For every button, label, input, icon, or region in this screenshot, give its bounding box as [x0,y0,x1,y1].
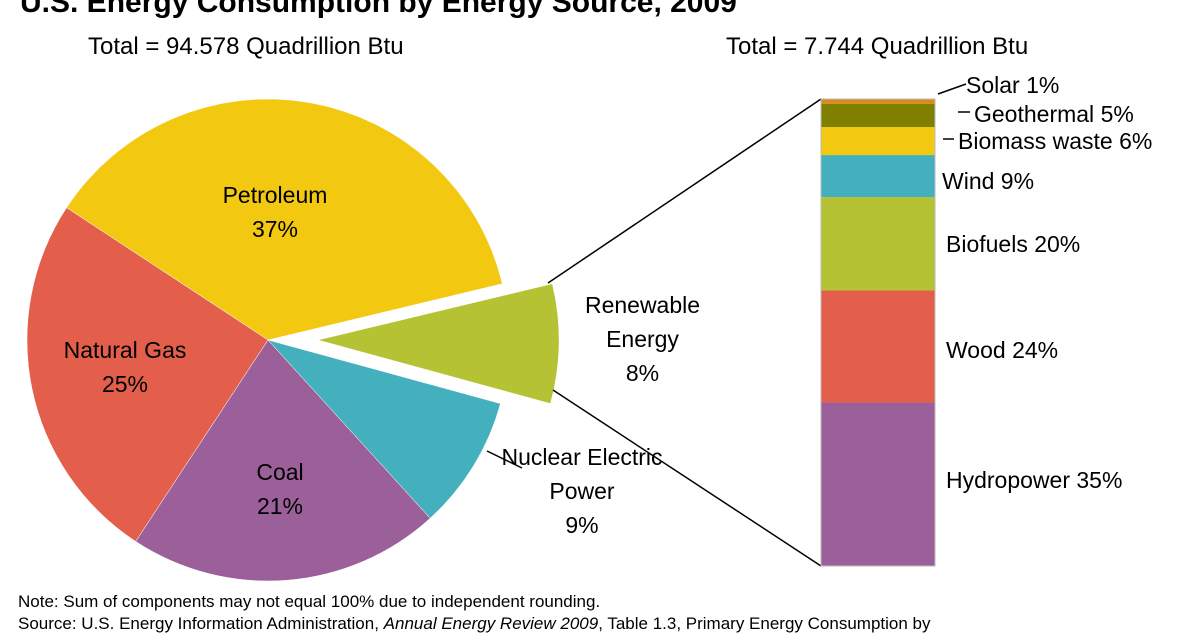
pie-label-petroleum: Petroleum 37% [222,182,328,242]
bar-segment-biofuels [821,197,935,291]
bar-segment-biomass-waste [821,127,935,156]
bar-segment-wood [821,290,935,403]
pie-label-natural-gas: Natural Gas 25% [63,337,187,397]
pie-label-nuclear: Nuclear Electric Power 9% [487,440,677,542]
bar-label-solar: Solar 1% [966,72,1060,98]
bar-segment-geothermal [821,103,935,128]
pie-label-renewable: Renewable Energy 8% [560,288,725,390]
bar-label-wood: Wood 24% [946,337,1059,363]
bar-total-subtitle: Total = 7.744 Quadrillion Btu [726,33,1029,60]
pie-slice-renewable-energy [317,283,560,404]
bar-label-biomass-waste: Biomass waste 6% [958,128,1153,154]
pie-slice-coal [135,339,431,582]
pie-slice-petroleum [66,98,503,341]
bar-label-geothermal: Geothermal 5% [974,101,1134,127]
pie-slice-nuclear-electric-power [267,339,501,519]
bar-segment-solar [821,99,935,104]
connector-line-top [547,98,822,284]
pie-chart [26,98,560,582]
bar-label-wind: Wind 9% [942,168,1035,194]
stacked-bar [820,98,936,567]
nuclear-label-text: Nuclear Electric Power [501,444,663,504]
connector-line-bottom [552,389,822,567]
bar-label-hydropower: Hydropower 35% [946,467,1123,493]
bar-segment-wind [821,155,935,198]
chart-title: U.S. Energy Consumption by Energy Source… [20,0,737,19]
pie-slice-natural-gas [26,207,269,542]
pie-label-coal: Coal 21% [256,459,304,519]
solar-leader-line [937,83,967,95]
source-text: Source: U.S. Energy Information Administ… [18,614,931,633]
bar-outline [820,98,936,567]
bar-segment-hydropower [821,402,935,566]
note-text: Note: Sum of components may not equal 10… [18,592,601,611]
bar-label-biofuels: Biofuels 20% [946,231,1081,257]
pie-total-subtitle: Total = 94.578 Quadrillion Btu [88,33,404,60]
nuclear-leader-line [486,450,523,469]
renewable-label-text: Renewable Energy [584,292,701,352]
